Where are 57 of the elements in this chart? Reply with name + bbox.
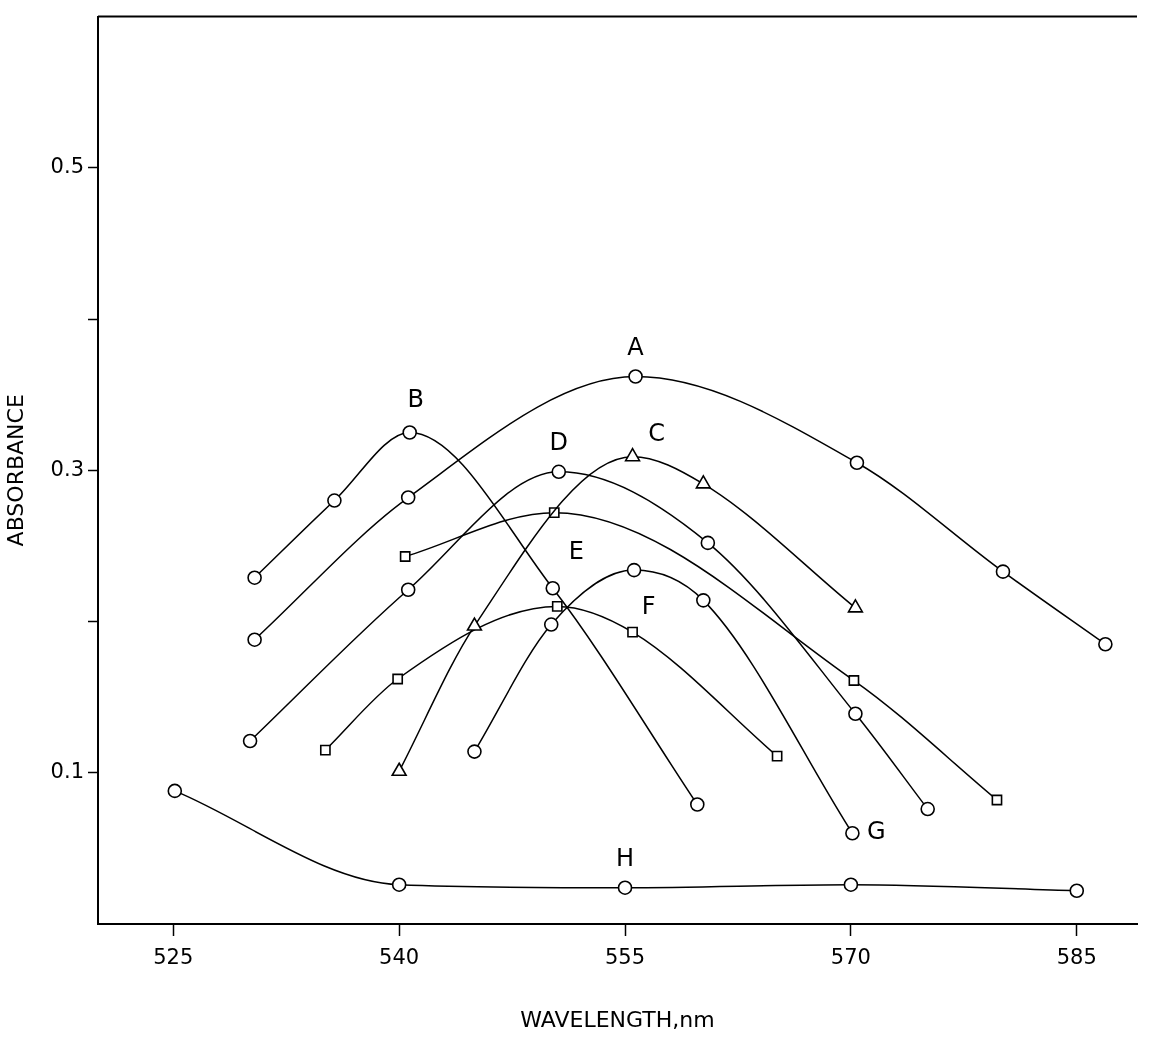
y-axis-title: ABSORBANCE (2, 394, 28, 547)
point (847, 599, 864, 613)
point (242, 733, 258, 749)
point (696, 593, 711, 608)
point (551, 464, 567, 480)
point (845, 825, 860, 841)
point (467, 744, 482, 759)
series-label: B (407, 384, 424, 413)
point (624, 447, 641, 462)
x-tick-label: 525 (153, 945, 194, 970)
y-tick-label: 0.5 (50, 154, 84, 179)
point (167, 783, 183, 799)
point (392, 673, 404, 685)
point (402, 425, 417, 440)
y-tick-label: 0.1 (50, 759, 84, 784)
point (848, 675, 860, 686)
x-axis-title: WAVELENGTH,nm (520, 1006, 715, 1032)
point (247, 570, 262, 585)
x-tick-label: 570 (830, 945, 871, 970)
series-label: C (648, 418, 665, 447)
point (690, 797, 705, 812)
series-label: G (867, 817, 886, 846)
point (545, 580, 561, 596)
series-label: H (616, 843, 635, 872)
point (617, 880, 633, 895)
point (319, 744, 331, 756)
point (466, 617, 483, 631)
point (327, 493, 342, 508)
series-label: D (549, 428, 569, 457)
point (1069, 883, 1085, 899)
point (543, 617, 559, 632)
point (843, 877, 859, 892)
point (551, 601, 563, 612)
series-label: E (568, 536, 584, 565)
point (399, 551, 411, 562)
x-tick-label: 555 (604, 945, 646, 970)
series-label: F (641, 592, 656, 621)
point (695, 475, 712, 489)
point (848, 706, 863, 722)
x-tick-label: 540 (379, 945, 420, 970)
point (627, 626, 638, 638)
x-tick-label: 585 (1056, 945, 1097, 970)
point (391, 877, 407, 892)
y-tick-label: 0.3 (50, 456, 84, 481)
point (400, 582, 416, 598)
series-label: A (627, 332, 645, 361)
point (391, 762, 407, 777)
point (700, 535, 716, 551)
point (400, 490, 416, 505)
point (995, 564, 1011, 579)
point (771, 750, 783, 762)
point (920, 801, 935, 817)
point (849, 455, 865, 471)
point (628, 369, 643, 384)
point (626, 562, 642, 578)
point (1098, 636, 1113, 652)
point (247, 632, 262, 647)
